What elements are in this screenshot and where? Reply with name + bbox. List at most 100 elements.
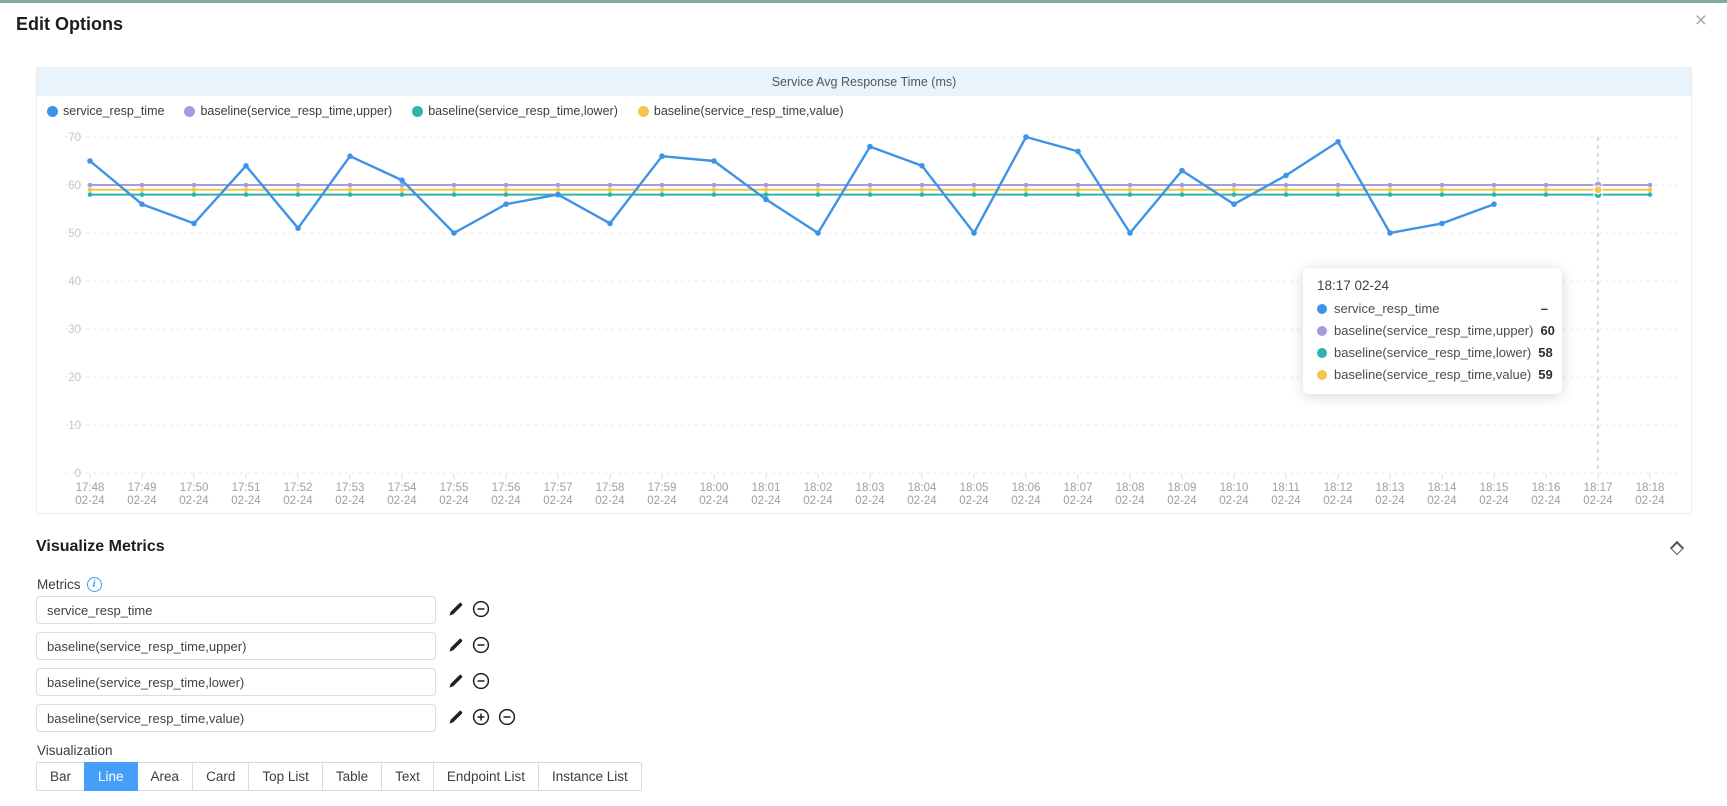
chart-panel: Service Avg Response Time (ms) service_r… <box>36 67 1692 514</box>
legend-dot-icon <box>637 105 649 117</box>
tooltip-series-value: 58 <box>1538 345 1553 360</box>
legend-label: baseline(service_resp_time,value) <box>653 104 844 118</box>
metric-input[interactable] <box>36 596 436 624</box>
legend-dot-icon <box>47 105 58 117</box>
svg-text:60: 60 <box>68 180 81 192</box>
chart-title: Service Avg Response Time (ms) <box>37 68 1691 96</box>
viz-option-area[interactable]: Area <box>136 762 194 791</box>
viz-option-line[interactable]: Line <box>84 762 138 791</box>
viz-option-text[interactable]: Text <box>381 762 434 791</box>
metric-row <box>36 596 516 624</box>
tooltip-series-dot-icon <box>1317 347 1327 358</box>
dialog-title: Edit Options <box>16 14 123 34</box>
tooltip-timestamp: 18:17 02-24 <box>1317 278 1390 293</box>
edit-metric-button[interactable] <box>448 709 464 728</box>
chart-plot-container[interactable]: service_resp_time baseline(service_resp_t… <box>37 96 1691 513</box>
legend-item[interactable]: baseline(service_resp_time,upper) <box>184 104 392 118</box>
legend-label: service_resp_time <box>63 104 165 118</box>
tooltip-series-dot-icon <box>1317 303 1327 314</box>
tooltip-series-label: baseline(service_resp_time,upper) <box>1334 323 1534 338</box>
tooltip-row: baseline(service_resp_time,upper) 60 <box>1317 323 1555 338</box>
chevron-down-icon[interactable] <box>1669 540 1685 556</box>
legend-item[interactable]: service_resp_time <box>47 104 164 118</box>
minus-circle-icon <box>472 636 490 657</box>
visualization-label: Visualization <box>37 743 113 758</box>
remove-metric-button[interactable] <box>472 600 490 621</box>
remove-metric-button[interactable] <box>498 708 516 729</box>
dialog-top-accent <box>0 0 1727 3</box>
edit-metric-button[interactable] <box>448 601 464 620</box>
minus-circle-icon <box>472 600 490 621</box>
svg-text:50: 50 <box>68 228 81 240</box>
x-axis-labels: 17:48 02-24 17:49 02-24 17:50 02-24 17:51 02-24… <box>75 474 1665 507</box>
chart-tooltip: 18:17 02-24 service_resp_time – baseline(s… <box>1303 268 1562 394</box>
metric-row <box>36 668 516 696</box>
legend-item[interactable]: baseline(service_resp_time,lower) <box>412 104 618 118</box>
add-metric-button[interactable] <box>472 708 490 729</box>
remove-metric-button[interactable] <box>472 672 490 693</box>
legend-label: baseline(service_resp_time,lower) <box>428 104 618 118</box>
edit-pencil-icon <box>448 709 464 728</box>
viz-option-bar[interactable]: Bar <box>36 762 86 791</box>
series-baseline(service_resp_time,upper) <box>87 180 1653 190</box>
viz-option-table[interactable]: Table <box>321 762 383 791</box>
edit-metric-button[interactable] <box>448 673 464 692</box>
tooltip-series-label: baseline(service_resp_time,lower) <box>1334 345 1532 360</box>
viz-option-card[interactable]: Card <box>192 762 250 791</box>
y-axis-labels: 0 10 20 30 40 50 60 70 <box>68 132 81 480</box>
metric-row <box>36 704 516 732</box>
legend-item[interactable]: baseline(service_resp_time,value) <box>637 104 844 118</box>
line-chart[interactable]: 0 10 20 30 40 50 60 70 17:48 02-24 17:49 02-24 17:50… <box>37 129 1689 513</box>
tooltip-series-label: service_resp_time <box>1334 301 1440 316</box>
remove-metric-button[interactable] <box>472 636 490 657</box>
close-icon[interactable]: × <box>1694 9 1707 32</box>
tooltip-series-value: 60 <box>1540 323 1555 338</box>
edit-pencil-icon <box>448 637 464 656</box>
metric-input[interactable] <box>36 704 436 732</box>
tooltip-series-label: baseline(service_resp_time,value) <box>1334 367 1532 382</box>
edit-pencil-icon <box>448 673 464 692</box>
minus-circle-icon <box>498 708 516 729</box>
series-baseline(service_resp_time,value) <box>87 185 1653 195</box>
legend-dot-icon <box>184 105 196 117</box>
metric-input[interactable] <box>36 668 436 696</box>
tooltip-series-dot-icon <box>1317 369 1327 380</box>
viz-option-top-list[interactable]: Top List <box>248 762 323 791</box>
metrics-label: Metrics <box>37 577 81 592</box>
viz-option-instance-list[interactable]: Instance List <box>537 762 642 791</box>
edit-metric-button[interactable] <box>448 637 464 656</box>
plus-circle-icon <box>472 708 490 729</box>
svg-text:70: 70 <box>68 132 81 144</box>
metric-input[interactable] <box>36 632 436 660</box>
metrics-list <box>36 596 516 740</box>
visualize-metrics-heading: Visualize Metrics <box>36 538 165 555</box>
viz-option-endpoint-list[interactable]: Endpoint List <box>432 762 539 791</box>
svg-text:40: 40 <box>68 276 81 288</box>
visualization-button-group: Bar Line Area Card Top List Table Text Endpoint… <box>36 762 642 791</box>
chart-legend: service_resp_time baseline(service_resp_t… <box>47 104 844 118</box>
info-icon[interactable]: i <box>86 577 102 592</box>
legend-label: baseline(service_resp_time,upper) <box>200 104 393 118</box>
